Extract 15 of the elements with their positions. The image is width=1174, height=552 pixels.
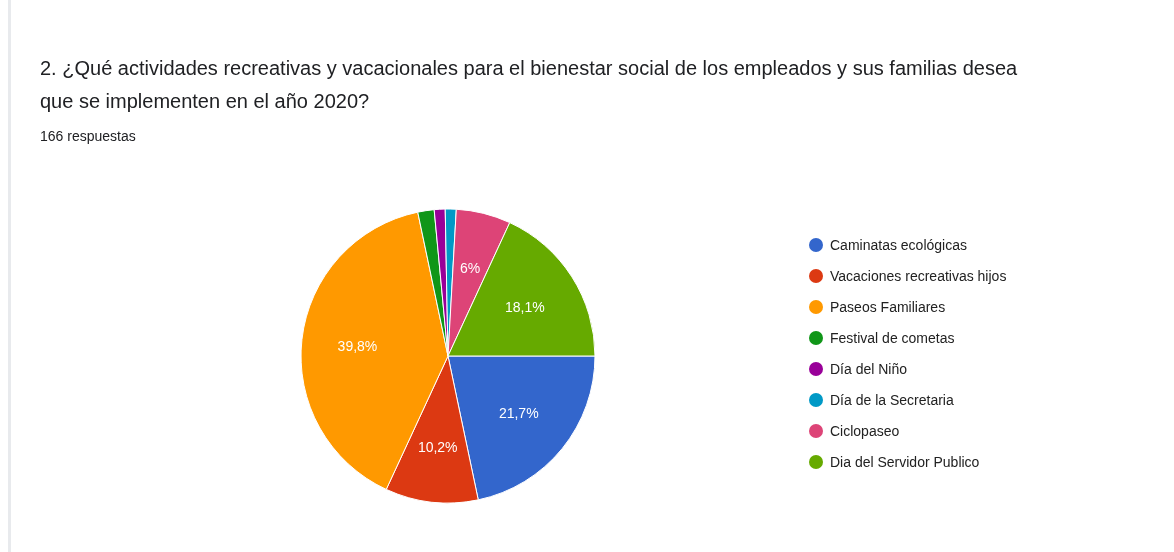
data-label: 39,8% xyxy=(337,337,378,354)
data-label: 10,2% xyxy=(417,438,458,455)
data-label: 21,7% xyxy=(498,405,539,422)
legend-label: Caminatas ecológicas xyxy=(830,237,967,253)
text: 166 respuestas xyxy=(40,128,136,144)
legend-label: Paseos Familiares xyxy=(830,299,946,315)
legend-label: Día de la Secretaria xyxy=(830,392,954,408)
data-label: 18,1% xyxy=(504,298,545,315)
chart-title: 2. ¿Qué actividades recreativas y vacacionales para el bienestar social de los empleados y sus familias desea que se implementen en el año 2020? xyxy=(40,57,1019,112)
legend-label: Día del Niño xyxy=(830,361,908,377)
legend-label: Festival de cometas xyxy=(830,330,955,346)
legend-label: Dia del Servidor Publico xyxy=(830,454,980,470)
data-label: 6% xyxy=(459,259,481,276)
legend-label: Vacaciones recreativas hijos xyxy=(830,268,1007,284)
legend-label: Ciclopaseo xyxy=(830,423,900,439)
